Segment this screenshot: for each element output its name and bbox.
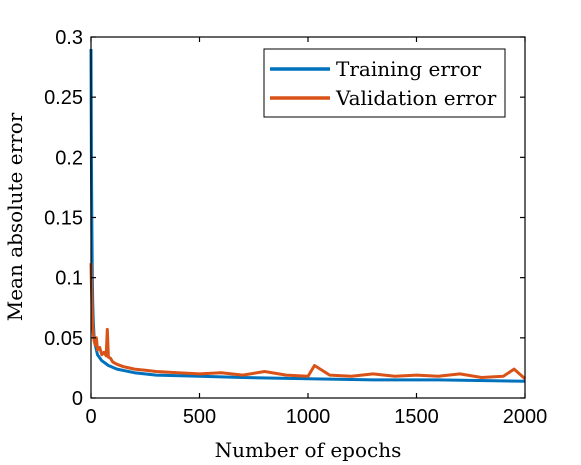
legend-box (263, 48, 506, 118)
y-tick-label: 0.25 (44, 87, 83, 109)
x-tick-label: 1500 (394, 406, 439, 428)
y-tick-label: 0.2 (55, 147, 83, 169)
x-tick-label: 0 (85, 406, 96, 428)
series-line-2 (89, 263, 526, 380)
x-tick-label: 500 (183, 406, 216, 428)
x-tick-label: 1000 (286, 406, 331, 428)
x-tick-label: 2000 (503, 406, 548, 428)
legend: Training error Validation error (263, 48, 506, 118)
y-tick-label: 0.15 (44, 208, 83, 230)
x-axis-label: Number of epochs (215, 438, 402, 462)
tick-labels-layer: 0 500 1000 1500 2000 0 0.05 0.1 0.15 0.2 0.25 0.3 (44, 27, 547, 428)
y-tick-label: 0.1 (55, 268, 83, 290)
y-tick-label: 0 (72, 388, 83, 410)
legend-label-1: Training error (336, 57, 482, 81)
y-tick-label: 0.05 (44, 328, 83, 350)
ticks-layer (90, 36, 526, 399)
y-tick-label: 0.3 (55, 27, 83, 49)
legend-label-2: Validation error (335, 86, 497, 110)
y-axis-label: Mean absolute error (3, 112, 27, 321)
series-layer (89, 48, 526, 383)
